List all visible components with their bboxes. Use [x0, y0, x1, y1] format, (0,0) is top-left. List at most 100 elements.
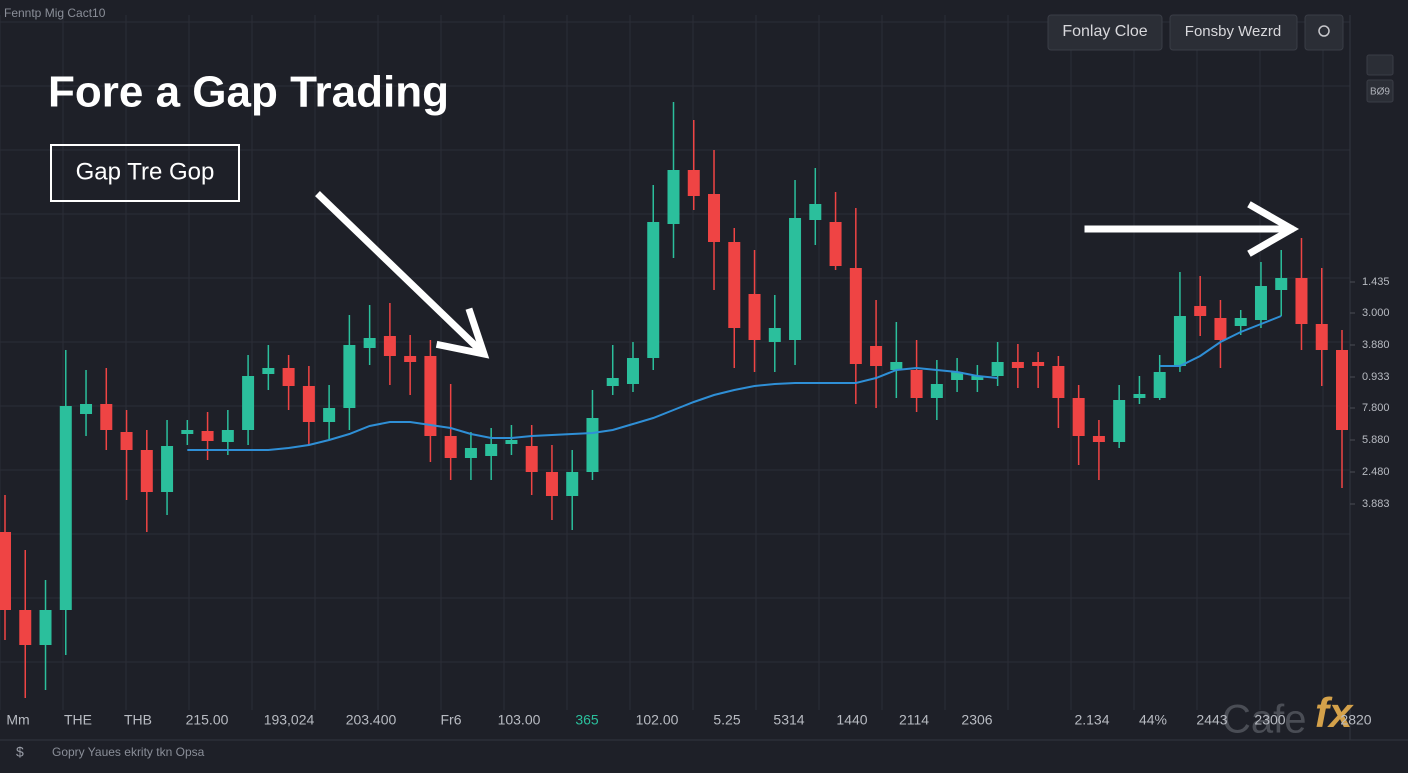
- candle-body: [262, 368, 275, 374]
- y-tick-label: 3.000: [1362, 307, 1390, 319]
- candle-body: [302, 386, 315, 422]
- moving-average: [187, 366, 998, 451]
- candle-body: [849, 268, 862, 364]
- x-tick-label: 1440: [836, 712, 867, 728]
- candle-body: [485, 444, 498, 456]
- candle-body: [890, 362, 903, 370]
- x-tick-label: 2306: [961, 712, 992, 728]
- moving-average: [1159, 315, 1282, 367]
- candle-body: [910, 370, 923, 398]
- y-tick-label: 3.880: [1362, 339, 1390, 351]
- annotation: Gap Tre Gop: [76, 158, 215, 185]
- candle-body: [0, 532, 11, 610]
- x-tick-label: 5314: [773, 712, 804, 728]
- x-tick-label: 193,024: [264, 712, 315, 728]
- candle-body: [789, 218, 802, 340]
- x-tick-label: 2.134: [1074, 712, 1109, 728]
- candle-body: [59, 406, 72, 610]
- search-icon: [1318, 25, 1330, 37]
- search-button[interactable]: [1304, 14, 1344, 51]
- candle-body: [221, 430, 234, 442]
- candle-body: [971, 376, 984, 380]
- candle-body: [1011, 362, 1024, 368]
- x-tick-label: Fr6: [441, 712, 462, 728]
- candle-body: [181, 430, 194, 434]
- status-icon: $: [16, 744, 24, 760]
- candle-body: [991, 362, 1004, 376]
- y-tick-label: 5.880: [1362, 434, 1390, 446]
- x-tick-label: THE: [64, 712, 92, 728]
- candle-body: [708, 194, 721, 242]
- candle-body: [930, 384, 943, 398]
- candle-body: [1214, 318, 1227, 340]
- candle-body: [1254, 286, 1267, 320]
- x-tick-label: 5.25: [713, 712, 740, 728]
- candle-body: [687, 170, 700, 196]
- candle-body: [809, 204, 822, 220]
- candle-body: [282, 368, 295, 386]
- candle-body: [748, 294, 761, 340]
- arrow-head: [435, 307, 490, 359]
- candle-body: [870, 346, 883, 366]
- candle-body: [626, 358, 639, 384]
- candle-body: [100, 404, 113, 430]
- candle-body: [140, 450, 153, 492]
- x-tick-label: 203.400: [346, 712, 397, 728]
- x-tick-label: 365: [575, 712, 599, 728]
- candle-body: [1336, 350, 1348, 430]
- candle-body: [1315, 324, 1328, 350]
- candle-body: [1173, 316, 1186, 366]
- button-label[interactable]: Fonsby Wezrd: [1185, 23, 1281, 40]
- x-tick-label: 2443: [1196, 712, 1227, 728]
- candle-body: [1194, 306, 1207, 316]
- x-tick-label: 103.00: [498, 712, 541, 728]
- candle-body: [545, 472, 558, 496]
- arrow-head: [1247, 201, 1300, 257]
- arrows: [315, 191, 1300, 359]
- candle-body: [829, 222, 842, 266]
- candle-body: [951, 372, 964, 380]
- candle-body: [444, 436, 457, 458]
- candle-body: [1113, 400, 1126, 442]
- candle-body: [343, 345, 356, 408]
- candle-body: [1052, 366, 1065, 398]
- x-tick-label: THB: [124, 712, 152, 728]
- tool-button[interactable]: [1366, 54, 1394, 76]
- candle-body: [161, 446, 174, 492]
- candle-body: [1072, 398, 1085, 436]
- candle-body: [1295, 278, 1308, 324]
- button[interactable]: [1169, 14, 1298, 51]
- button[interactable]: [1047, 14, 1163, 51]
- candle-body: [19, 610, 32, 645]
- x-tick-label: Mm: [6, 712, 29, 728]
- candle-body: [566, 472, 579, 496]
- annotation-box: [50, 144, 240, 202]
- tool-button[interactable]: [1366, 79, 1394, 103]
- candle-body: [768, 328, 781, 342]
- x-tick-label: 102.00: [636, 712, 679, 728]
- candles: [0, 102, 1348, 698]
- candle-body: [667, 170, 680, 224]
- x-tick-label: 44%: [1139, 712, 1167, 728]
- candle-body: [1275, 278, 1288, 290]
- y-tick-label: 0.933: [1362, 371, 1390, 383]
- chart-title: Fore a Gap Trading: [48, 68, 449, 117]
- y-tick-label: 1.435: [1362, 276, 1390, 288]
- button-label[interactable]: Fonlay Cloe: [1062, 23, 1147, 40]
- logo: Cafe: [1222, 698, 1307, 742]
- caption: Fenntp Mig Cact10: [4, 6, 106, 20]
- candle-body: [383, 336, 396, 356]
- candle-body: [120, 432, 133, 450]
- x-tick-label: 215.00: [186, 712, 229, 728]
- candle-body: [1032, 362, 1045, 366]
- candle-body: [464, 448, 477, 458]
- candle-body: [323, 408, 336, 422]
- candle-body: [1153, 372, 1166, 398]
- y-tick-label: 3.883: [1362, 498, 1390, 510]
- candle-body: [242, 376, 255, 430]
- candle-body: [586, 418, 599, 472]
- candle-body: [647, 222, 660, 358]
- candle-body: [424, 356, 437, 436]
